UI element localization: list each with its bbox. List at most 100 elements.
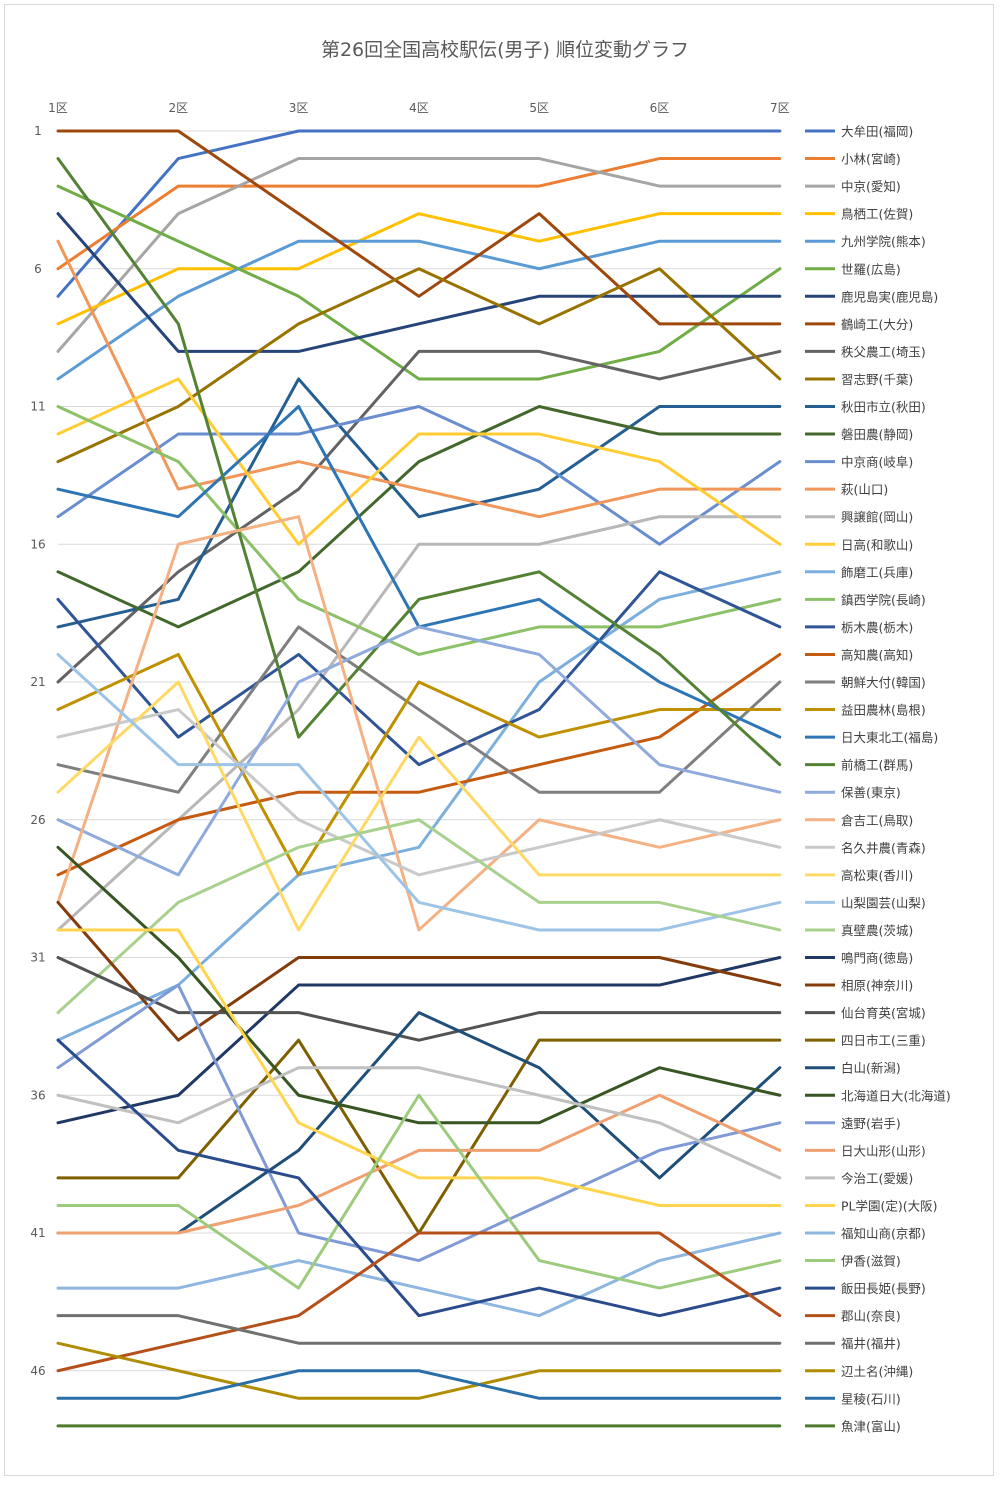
legend-entry-label: 飾磨工(兵庫): [841, 565, 913, 580]
legend-entry-label: 大牟田(福岡): [841, 124, 913, 139]
legend-entry-label: 白山(新潟): [841, 1061, 901, 1076]
series-line: [56, 1093, 782, 1290]
legend-entry-label: 四日市工(三重): [841, 1033, 926, 1048]
legend-entry-label: 辺土名(沖縄): [841, 1364, 913, 1379]
y-tick-label: 26: [30, 813, 45, 827]
series-line: [56, 184, 782, 381]
series-line: [56, 570, 782, 1042]
series-line: [56, 267, 782, 464]
series-line: [56, 652, 782, 877]
legend-entry-label: 鎮西学院(長崎): [841, 592, 926, 607]
series-line: [56, 928, 782, 1207]
series-line: [56, 1231, 782, 1318]
legend-entry-label: 朝鮮大付(韓国): [841, 675, 926, 690]
legend-entry-label: 星稜(石川): [841, 1391, 901, 1406]
series-line: [56, 377, 782, 546]
legend-entry-label: 栃木農(栃木): [841, 620, 913, 635]
legend-entry-label: 萩(山口): [841, 482, 888, 497]
y-tick-label: 16: [30, 537, 45, 551]
y-tick-label: 46: [30, 1364, 45, 1378]
series-line: [56, 680, 782, 932]
series-line: [56, 212, 782, 353]
y-tick-label: 1: [34, 124, 42, 138]
legend-entry-label: 益田農林(島根): [841, 703, 926, 718]
x-tick-label: 3区: [289, 101, 309, 115]
legend-entry-label: 磐田農(静岡): [841, 427, 913, 442]
legend-entry-label: 鹿児島実(鹿児島): [841, 289, 938, 304]
series-line: [56, 405, 782, 656]
legend-entry-label: 真壁農(茨城): [841, 923, 913, 938]
legend-entry-label: 秩父農工(埼玉): [841, 344, 926, 359]
series-line: [56, 625, 782, 794]
legend-entry-label: 日高(和歌山): [841, 537, 913, 552]
series-line: [56, 157, 782, 271]
series-line: [56, 129, 782, 298]
chart-frame: [4, 4, 994, 1476]
series-line: [56, 818, 782, 1015]
series-line: [56, 349, 782, 684]
series-line: [56, 129, 782, 326]
legend-entry-label: 遠野(岩手): [841, 1116, 901, 1131]
legend-entry-label: 小林(宮崎): [841, 152, 901, 167]
series-line: [56, 239, 782, 381]
x-tick-label: 7区: [770, 101, 790, 115]
legend-entry-label: 北海道日大(北海道): [841, 1088, 951, 1103]
x-axis-tick-labels: 1区 2区 3区 4区 5区 6区 7区: [48, 101, 789, 115]
y-tick-label: 6: [34, 262, 42, 276]
legend-entry-label: 九州学院(熊本): [841, 234, 926, 249]
series-line: [56, 1314, 782, 1345]
y-tick-label: 11: [30, 400, 45, 414]
gridlines: [58, 130, 782, 1372]
legend-entry-label: 高松東(香川): [841, 868, 913, 883]
series-line: [56, 983, 782, 1263]
legend-entry-label: 中京(愛知): [841, 179, 901, 194]
legend-entry-label: 鳴門商(徳島): [841, 951, 913, 966]
legend-entry-label: 倉吉工(鳥取): [841, 813, 913, 828]
legend-entry-label: 仙台育英(宮城): [841, 1006, 926, 1021]
series-line: [56, 1038, 782, 1318]
series-line: [56, 900, 782, 1042]
x-tick-label: 5区: [529, 101, 549, 115]
series-lines: [56, 129, 782, 1428]
legend-entry-label: 今治工(愛媛): [841, 1171, 913, 1186]
legend-entry-label: 魚津(富山): [841, 1419, 901, 1434]
chart-title: 第26回全国高校駅伝(男子) 順位変動グラフ: [321, 39, 689, 61]
legend-entry-label: 鶴崎工(大分): [841, 317, 913, 332]
series-line: [56, 1066, 782, 1180]
series-line: [56, 1341, 782, 1400]
series-line: [56, 405, 782, 546]
y-tick-label: 36: [30, 1088, 45, 1102]
series-line: [56, 708, 782, 877]
legend-entry-label: 山梨園芸(山梨): [841, 895, 926, 910]
series-line: [56, 625, 782, 877]
series-line: [56, 1369, 782, 1400]
legend-entry-label: 世羅(広島): [841, 262, 901, 277]
legend-entry-label: 福井(福井): [841, 1336, 901, 1351]
legend-entry-label: 相原(神奈川): [841, 978, 913, 993]
x-tick-label: 2区: [168, 101, 188, 115]
y-tick-label: 41: [30, 1226, 45, 1240]
series-line: [56, 1231, 782, 1373]
series-line: [56, 515, 782, 932]
series-line: [56, 570, 782, 767]
legend-entry-label: 中京商(岐阜): [841, 455, 913, 470]
series-line: [56, 157, 782, 767]
y-tick-label: 21: [30, 675, 45, 689]
x-tick-label: 1区: [48, 101, 68, 115]
legend-entry-label: 保善(東京): [841, 785, 901, 800]
series-line: [56, 239, 782, 519]
x-tick-label: 4区: [409, 101, 429, 115]
legend-entry-label: 習志野(千葉): [841, 372, 913, 387]
legend-entry-label: 伊香(滋賀): [841, 1254, 901, 1269]
series-line: [56, 652, 782, 877]
legend-entry-label: 日大山形(山形): [841, 1143, 926, 1158]
legend-entry-label: 名久井農(青森): [841, 840, 926, 855]
legend-entry-label: 郡山(奈良): [841, 1309, 901, 1324]
series-line: [56, 157, 782, 353]
legend-entry-label: 飯田長姫(長野): [841, 1281, 926, 1296]
legend-entry-label: 秋田市立(秋田): [841, 400, 926, 415]
legend-entry-label: PL学園(定)(大阪): [841, 1198, 938, 1213]
series-line: [56, 652, 782, 932]
